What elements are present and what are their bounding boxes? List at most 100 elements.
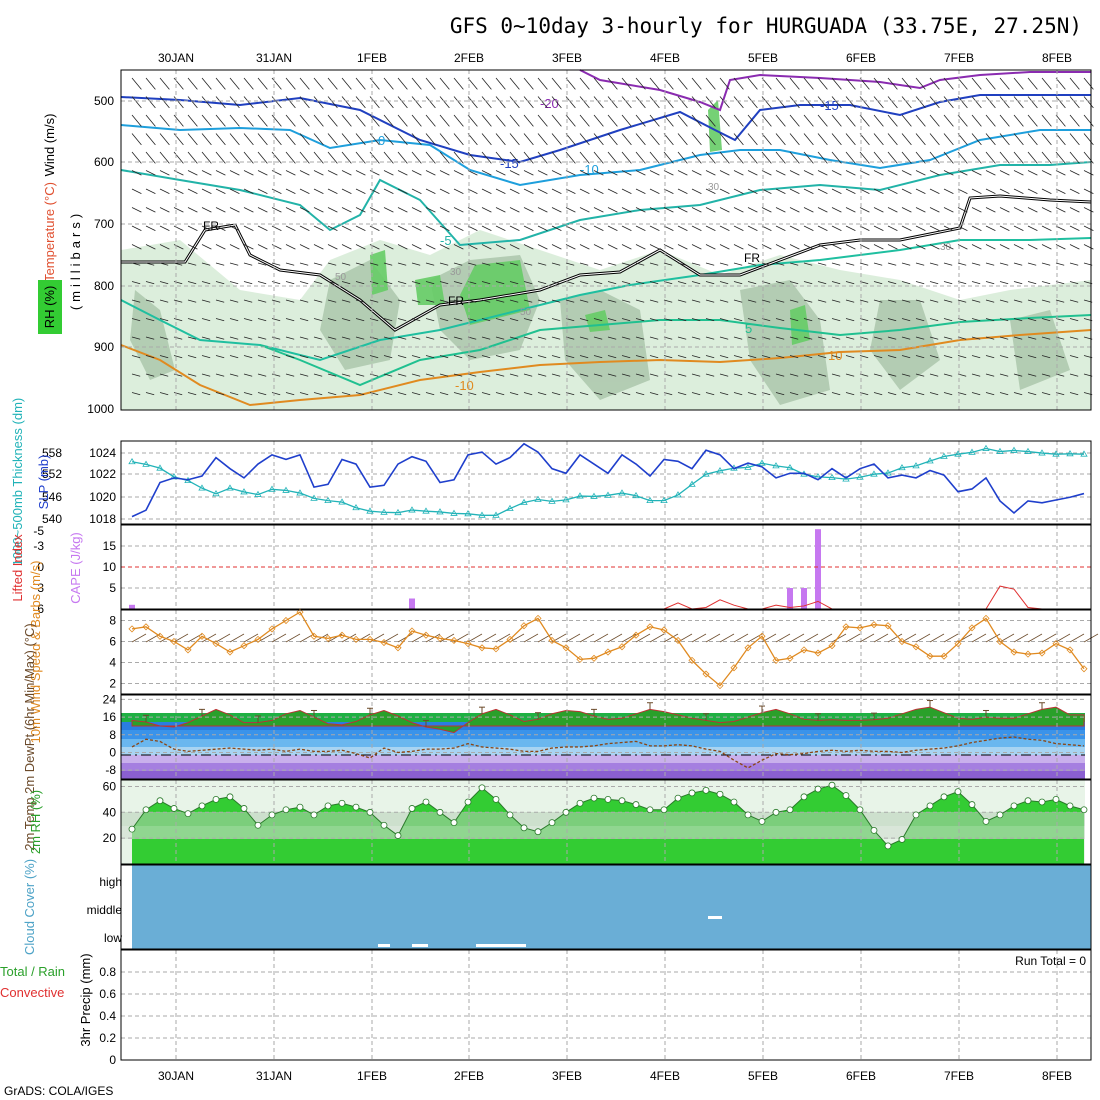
wind-barb <box>523 170 534 176</box>
wind-barb <box>215 299 225 303</box>
thickness-point <box>212 490 220 497</box>
cape-bar <box>801 588 807 609</box>
wind-barb <box>383 281 393 285</box>
wind-barb <box>621 96 632 109</box>
wind-barb <box>915 244 926 250</box>
wind10m-barb <box>985 633 1001 643</box>
wind-barb <box>1083 225 1094 231</box>
rh2m-frame <box>120 779 1092 865</box>
wind-barb <box>901 281 911 285</box>
wind-barb <box>845 281 855 285</box>
wind-barb <box>243 133 254 146</box>
wind-barb <box>439 392 449 396</box>
wind-barb <box>537 133 548 146</box>
wind-barb <box>593 373 603 377</box>
wind-barb <box>159 133 170 146</box>
wind-barb <box>383 299 393 303</box>
y-tick-label: 40 <box>103 805 117 819</box>
wind-barb <box>327 188 338 194</box>
cloud-fill <box>132 865 1091 949</box>
wind-barb <box>887 96 898 109</box>
wind-barb <box>733 170 744 176</box>
upper-air-panel: -20 -15 -15 -10 -5 0 5 10 -10 FR FR FR 3… <box>38 69 1094 416</box>
wind-barb <box>383 188 394 194</box>
wind-barb <box>775 373 785 377</box>
y-tick-label: 4 <box>109 656 116 670</box>
wind-barb <box>467 299 477 303</box>
wind-barb <box>663 244 674 250</box>
wind-speed-point <box>436 634 444 642</box>
wind-barb <box>859 207 870 213</box>
wind-barb <box>719 355 729 359</box>
wind-barb <box>747 188 758 194</box>
wind-barb <box>1027 188 1038 194</box>
wind-barb <box>397 151 408 164</box>
wind-barb <box>187 373 197 377</box>
wind-barb <box>971 281 981 285</box>
wind-barb <box>775 225 786 231</box>
wind-barb <box>775 355 785 359</box>
wind-barb <box>649 188 660 194</box>
wind-barb <box>677 262 687 266</box>
wind-barb <box>915 373 925 377</box>
wind10m-barb <box>803 633 819 643</box>
wind-barb <box>271 262 281 266</box>
wind-barb <box>369 336 379 340</box>
wind-barb <box>355 244 366 250</box>
wind-barb <box>579 244 590 250</box>
wind-barb <box>1013 114 1024 127</box>
wind-barb <box>341 170 352 176</box>
wind-barb <box>453 373 463 377</box>
wind-barb <box>621 318 631 322</box>
contour-label: 10 <box>828 348 842 363</box>
wind-barb <box>1041 77 1052 90</box>
wind-barb <box>915 281 925 285</box>
wind-barb <box>957 188 968 194</box>
wind-barb <box>607 170 618 176</box>
wind-barb <box>215 77 226 90</box>
wind-barb <box>383 336 393 340</box>
rh-point <box>408 805 416 812</box>
wind-barb <box>411 114 422 127</box>
wind-barb <box>201 318 211 322</box>
wind-barb <box>915 188 926 194</box>
wind-barb <box>915 114 926 127</box>
wind-barb <box>887 133 898 146</box>
wind-barb <box>831 170 842 176</box>
wind-barb <box>901 336 911 340</box>
wind-barb <box>551 281 561 285</box>
wind-barb <box>635 151 646 164</box>
date-label-bottom: 3FEB <box>552 1069 582 1083</box>
wind-barb <box>621 355 631 359</box>
wind-barb <box>495 188 506 194</box>
wind-barb <box>439 207 450 213</box>
wind-barb <box>747 225 758 231</box>
wind-barb <box>453 77 464 90</box>
wind-barb <box>761 96 772 109</box>
wind-barb <box>985 299 995 303</box>
wind-barb <box>649 262 659 266</box>
rh-point <box>1052 795 1060 803</box>
wind-barb <box>1055 170 1066 176</box>
wind-barb <box>467 188 478 194</box>
wind-barb <box>901 225 912 231</box>
wind-barb <box>817 244 828 250</box>
thickness-point <box>198 484 206 491</box>
temp-band-1 <box>121 713 1085 722</box>
wind-barb <box>957 133 968 146</box>
rh-point <box>772 808 780 816</box>
wind-barb <box>243 299 253 303</box>
thickness-point <box>548 497 556 504</box>
y-tick-label: 0 <box>37 560 44 574</box>
wind-barb <box>901 207 912 213</box>
wind-barb <box>537 170 548 176</box>
wind-barb <box>845 96 856 109</box>
rh-point <box>912 811 920 819</box>
wind-barb <box>789 336 799 340</box>
date-label-top: 4FEB <box>650 51 680 65</box>
wind-barb <box>635 170 646 176</box>
wind-barb <box>929 336 939 340</box>
wind-barb <box>593 318 603 322</box>
wind-barb <box>957 114 968 127</box>
